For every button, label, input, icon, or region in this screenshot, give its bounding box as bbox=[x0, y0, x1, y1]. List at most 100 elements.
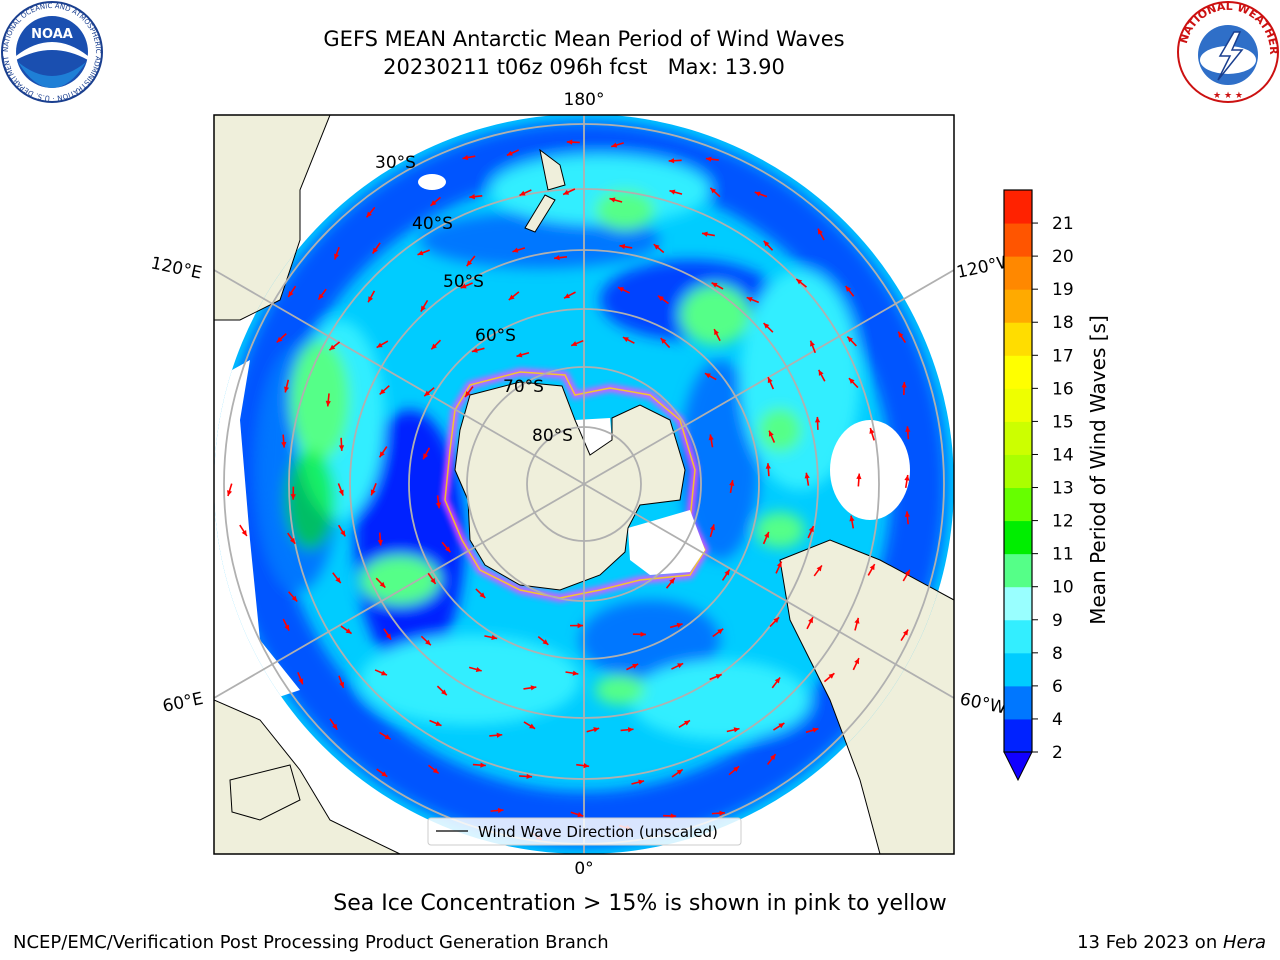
wave-direction-arrowhead bbox=[810, 340, 815, 347]
wave-direction-arrowhead bbox=[715, 674, 722, 679]
wave-direction-arrowhead bbox=[377, 539, 383, 546]
wave-direction-arrowhead bbox=[516, 352, 523, 358]
wave-direction-arrowhead bbox=[385, 633, 392, 640]
wave-direction-arrowhead bbox=[583, 763, 590, 769]
wave-direction-arrowhead bbox=[577, 622, 584, 629]
wave-direction-arrowhead bbox=[733, 727, 740, 733]
wave-direction-arrowhead bbox=[765, 463, 771, 469]
wave-direction-arrowhead bbox=[676, 622, 683, 628]
wave-direction-arrowhead bbox=[291, 595, 298, 602]
wave-direction-arrowhead bbox=[227, 490, 233, 497]
wave-direction-arrowhead bbox=[640, 631, 646, 637]
wave-direction-arrowhead bbox=[653, 244, 660, 250]
wave-direction-arrowhead bbox=[512, 247, 519, 253]
wave-direction-arrowhead bbox=[318, 293, 324, 300]
lon-label-upper-left: 120°E bbox=[149, 253, 204, 283]
wave-direction-arrowhead bbox=[778, 723, 785, 729]
colorbar-frame bbox=[1003, 189, 1033, 753]
graticule bbox=[214, 115, 954, 854]
wave-direction-arrowhead bbox=[381, 771, 388, 777]
colorbar-swatch bbox=[1004, 355, 1032, 389]
wave-direction-arrowhead bbox=[657, 295, 664, 302]
wave-direction-arrowhead bbox=[334, 253, 340, 260]
wave-direction-arrowhead bbox=[627, 727, 634, 733]
wave-direction-arrowhead bbox=[804, 472, 810, 479]
wave-direction-arrowhead bbox=[632, 663, 639, 669]
wave-direction-arrowhead bbox=[566, 139, 573, 145]
colorbar-swatch bbox=[1004, 454, 1032, 489]
wave-direction-arrowhead bbox=[709, 524, 715, 531]
wave-direction-arrowhead bbox=[376, 342, 383, 348]
wave-direction-arrowhead bbox=[435, 721, 442, 726]
wave-direction-arrowhead bbox=[717, 628, 724, 635]
colorbar-swatch bbox=[1004, 421, 1032, 455]
wave-direction-arrowhead bbox=[593, 727, 600, 733]
wave-direction-arrowhead bbox=[676, 769, 683, 775]
wave-direction-arrowhead bbox=[898, 331, 904, 338]
wave-direction-arrowhead bbox=[529, 723, 536, 729]
wave-direction-arrowhead bbox=[423, 453, 429, 460]
wave-direction-arrowhead bbox=[366, 211, 372, 218]
wave-direction-arrowhead bbox=[705, 156, 712, 162]
colorbar-tick-label: 17 bbox=[1052, 346, 1074, 366]
colorbar-swatch bbox=[1004, 388, 1032, 422]
colorbar-tick-label: 11 bbox=[1052, 545, 1074, 565]
wave-direction-arrowhead bbox=[370, 489, 376, 496]
wave-direction-arrowhead bbox=[854, 658, 859, 665]
colorbar-swatch bbox=[1004, 520, 1032, 555]
wave-direction-arrowhead bbox=[668, 158, 675, 164]
wave-direction-arrowhead bbox=[812, 727, 819, 733]
wave-direction-arrowhead bbox=[763, 240, 770, 247]
wave-direction-arrowhead bbox=[460, 283, 467, 289]
wave-direction-arrowhead bbox=[776, 561, 782, 568]
wave-direction-arrowhead bbox=[281, 441, 287, 448]
wave-direction-arrowhead bbox=[904, 569, 910, 576]
colorbar-tick-label: 13 bbox=[1052, 479, 1074, 499]
wave-direction-arrowhead bbox=[519, 190, 526, 196]
wave-direction-arrowhead bbox=[530, 685, 537, 691]
wave-direction-arrowhead bbox=[711, 282, 718, 288]
wave-direction-arrowhead bbox=[708, 434, 714, 441]
lon-label-lower-left: 60°E bbox=[161, 689, 205, 717]
wave-direction-arrowhead bbox=[796, 279, 803, 285]
lat-label-30s: 30°S bbox=[375, 153, 416, 173]
wave-direction-arrowhead bbox=[338, 445, 345, 451]
colorbar-swatch bbox=[1004, 487, 1032, 522]
wave-direction-arrowhead bbox=[684, 720, 690, 726]
colorbar-swatch bbox=[1004, 619, 1032, 654]
wave-direction-arrowhead bbox=[763, 323, 770, 329]
wave-direction-arrowhead bbox=[526, 773, 533, 780]
wave-direction-arrowhead bbox=[379, 388, 386, 395]
chart-subtitle: 20230211 t06z 096h fcst Max: 13.90 bbox=[383, 55, 785, 79]
colorbar-swatch bbox=[1004, 652, 1032, 687]
wave-direction-arrowhead bbox=[496, 732, 503, 738]
colorbar-tick-label: 21 bbox=[1052, 214, 1074, 234]
footer-branch: NCEP/EMC/Verification Post Processing Pr… bbox=[13, 932, 609, 953]
wave-direction-arrowhead bbox=[849, 515, 855, 522]
wave-direction-arrowhead bbox=[710, 187, 717, 194]
wave-direction-arrowhead bbox=[773, 617, 780, 623]
wave-direction-arrowhead bbox=[345, 628, 352, 634]
lat-label-80s: 80°S bbox=[532, 426, 573, 446]
wave-direction-arrowhead bbox=[729, 480, 735, 486]
wave-direction-arrowhead bbox=[290, 494, 296, 500]
wave-direction-arrowhead bbox=[368, 296, 374, 303]
colorbar-tick-label: 6 bbox=[1052, 677, 1063, 697]
wave-direction-arrowhead bbox=[497, 807, 504, 814]
wave-direction-arrowhead bbox=[379, 581, 386, 588]
wave-direction-arrowhead bbox=[479, 592, 486, 598]
colorbar-swatch bbox=[1004, 553, 1032, 588]
colorbar-swatch bbox=[1004, 223, 1032, 257]
wave-direction-arrowhead bbox=[733, 766, 740, 772]
wave-direction-arrowhead bbox=[276, 336, 283, 343]
wave-direction-arrowhead bbox=[808, 526, 814, 533]
wave-direction-arrowhead bbox=[702, 231, 708, 237]
wave-direction-arrowhead bbox=[381, 670, 388, 676]
wave-direction-arrowhead bbox=[469, 194, 475, 200]
colorbar-tick-label: 15 bbox=[1052, 412, 1074, 432]
wave-direction-arrowhead bbox=[466, 260, 473, 267]
wave-direction-arrowhead bbox=[340, 530, 346, 537]
wave-direction-arrowhead bbox=[577, 812, 584, 817]
wave-direction-arrowhead bbox=[746, 297, 753, 302]
